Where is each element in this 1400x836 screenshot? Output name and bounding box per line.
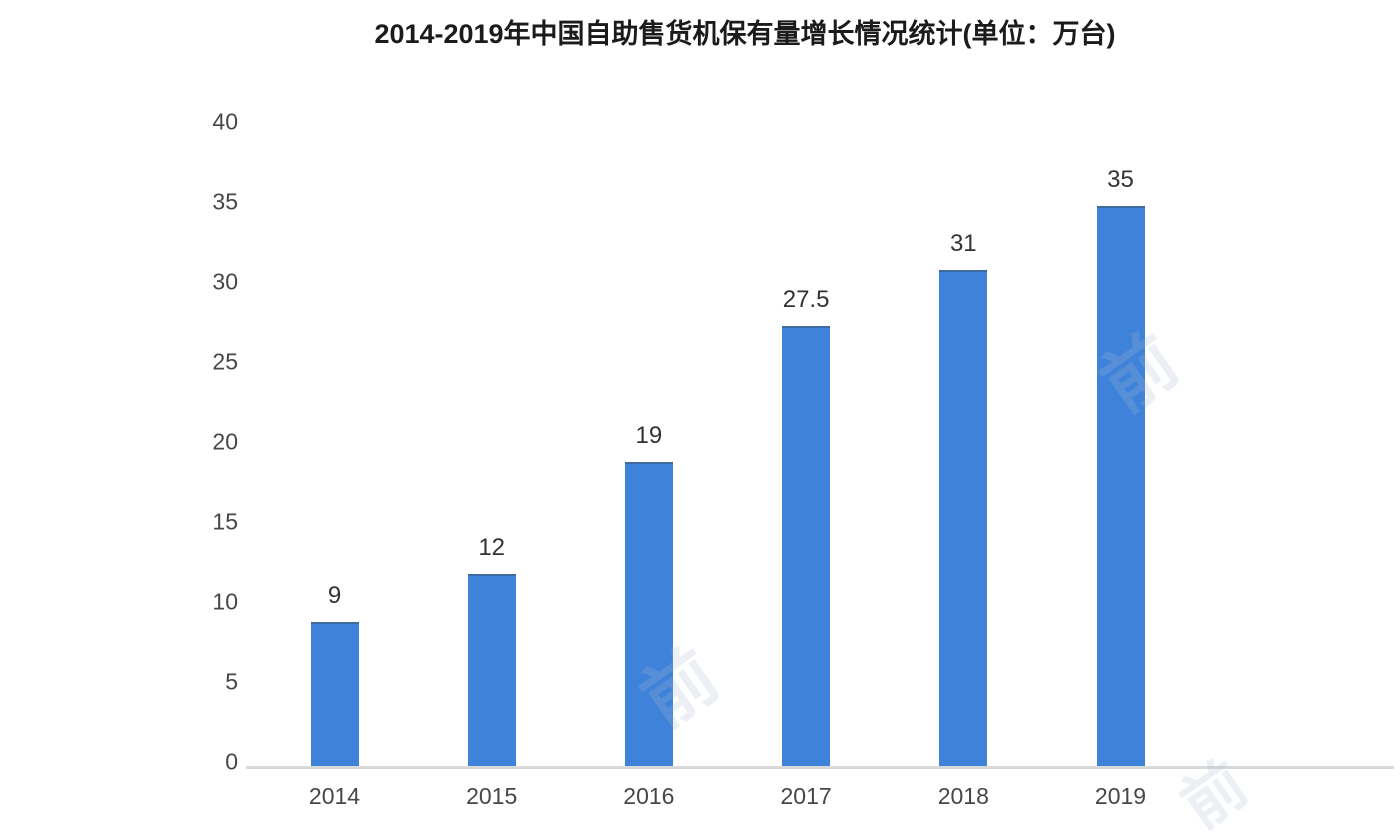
bar-value-label: 12 — [478, 534, 506, 561]
y-axis-tick-label: 20 — [212, 428, 238, 455]
bar-value-label: 19 — [635, 422, 663, 449]
bar-2017 — [782, 326, 831, 766]
y-axis-tick-label: 5 — [225, 668, 238, 695]
y-axis-tick-label: 10 — [212, 588, 238, 615]
y-axis-tick-label: 15 — [212, 508, 238, 535]
watermark-fragment: 前 — [1169, 749, 1260, 836]
x-axis-tick-label: 2014 — [308, 783, 361, 809]
x-axis-tick-label: 2015 — [466, 783, 518, 809]
bar-value-label: 9 — [327, 582, 342, 609]
bar-value-label: 27.5 — [782, 286, 830, 313]
y-axis-tick-label: 25 — [212, 348, 238, 375]
x-axis-tick-label: 2018 — [937, 783, 989, 809]
bar-2016 — [624, 462, 673, 766]
y-axis-tick-label: 40 — [212, 108, 238, 135]
y-axis-tick-label: 35 — [212, 188, 238, 215]
y-axis-tick-label: 0 — [225, 748, 238, 775]
bar-2019 — [1096, 206, 1145, 766]
bar-2014 — [310, 622, 359, 766]
bar-value-label: 35 — [1107, 166, 1134, 193]
x-axis-tick-label: 2019 — [1094, 783, 1147, 809]
chart-title: 2014-2019年中国自助售货机保有量增长情况统计(单位：万台) — [374, 19, 1116, 49]
x-axis-tick-label: 2016 — [623, 783, 675, 809]
x-axis-tick-label: 2017 — [780, 783, 832, 809]
bar-2018 — [939, 270, 988, 766]
x-axis-line — [246, 766, 1394, 769]
bar-2015 — [467, 574, 516, 766]
bar-value-label: 31 — [949, 230, 977, 257]
y-axis-tick-label: 30 — [212, 268, 238, 295]
